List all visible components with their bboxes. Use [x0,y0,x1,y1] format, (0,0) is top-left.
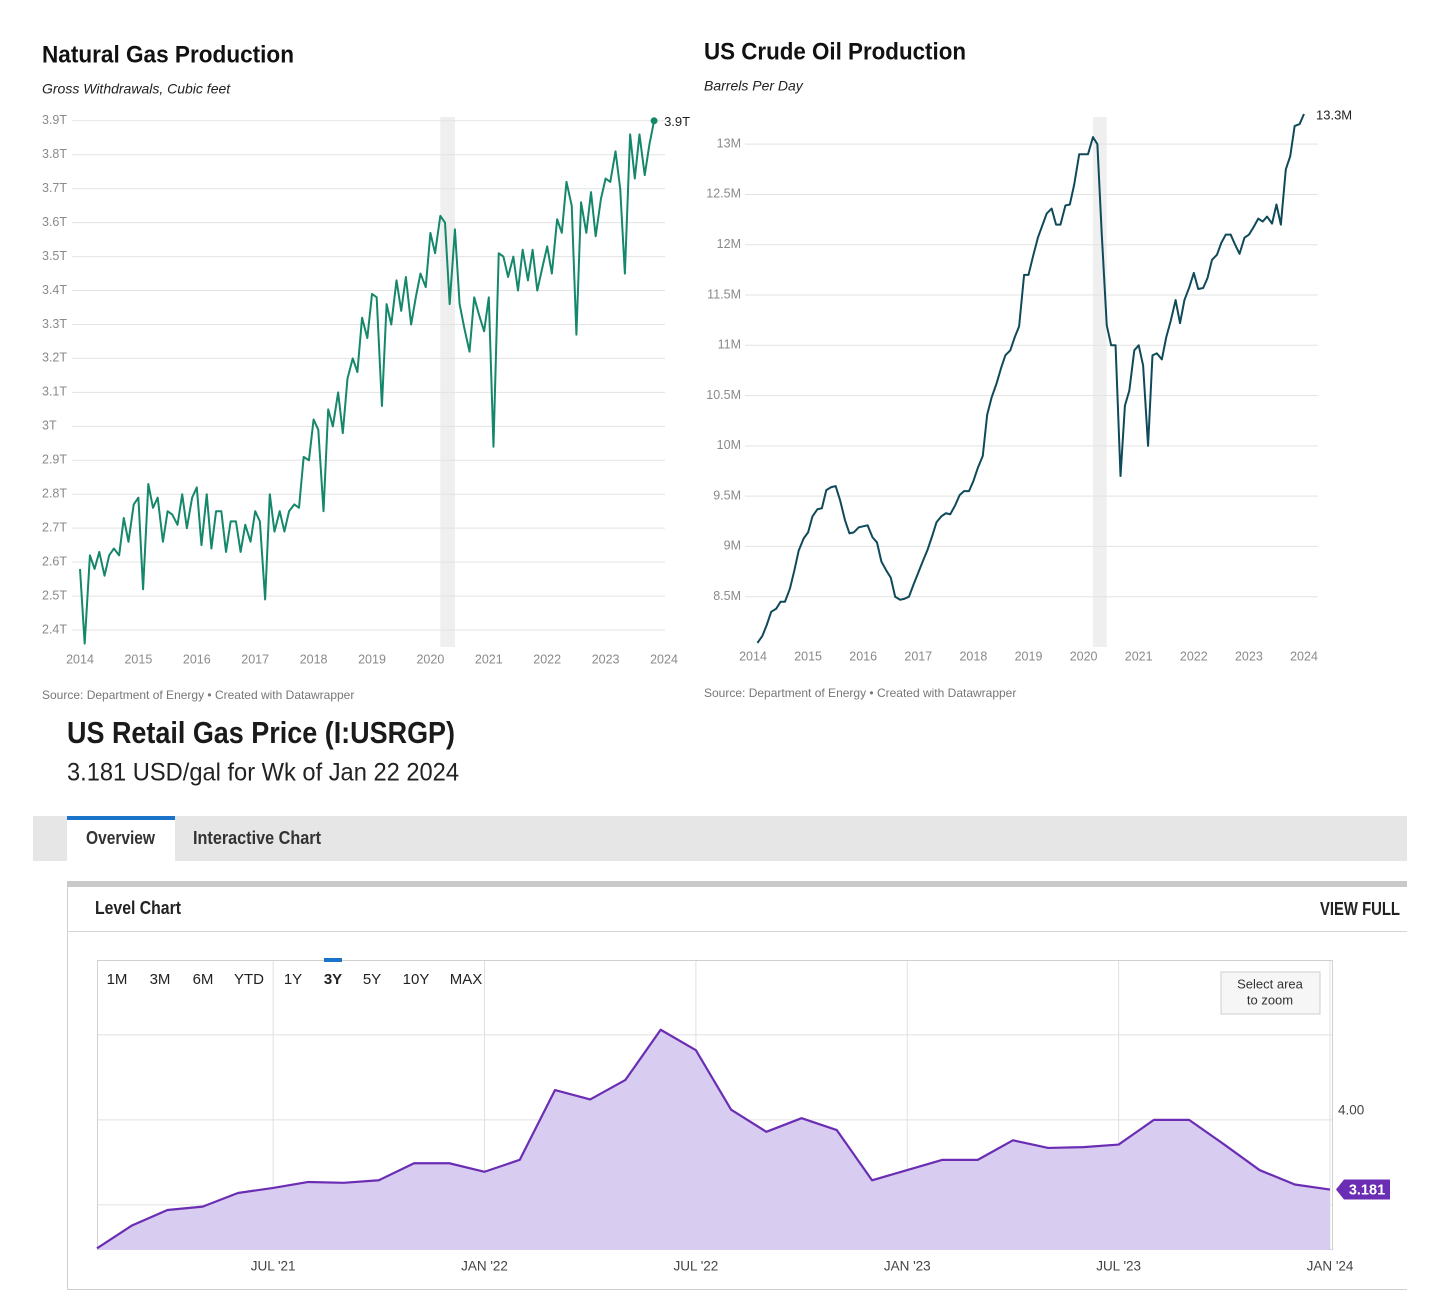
range-button[interactable]: MAX [450,971,483,988]
panel-title: Level Chart [95,898,181,918]
x-tick-label: 2018 [959,649,987,663]
x-tick-label: JAN '23 [884,1259,931,1274]
y-tick-label: 13M [717,136,741,150]
range-button[interactable]: 10Y [403,971,430,988]
x-tick-label: 2015 [794,649,822,663]
tab[interactable]: Interactive Chart [193,828,321,848]
chart-title: Natural Gas Production [42,41,294,68]
data-line [96,1028,1331,1250]
x-tick-label: 2021 [475,652,503,666]
y-tick-label: 9M [724,539,741,553]
panel-top-bar [67,881,1407,887]
last-point [650,117,658,125]
y-tick-label: 8.5M [713,589,741,603]
page-subtitle: 3.181 USD/gal for Wk of Jan 22 2024 [67,759,459,787]
x-tick-label: 2017 [904,649,932,663]
x-tick-label: JUL '21 [251,1259,296,1274]
y-tick-label: 3.3T [42,317,67,331]
page-title: US Retail Gas Price (I:USRGP) [67,715,455,750]
range-button[interactable]: 1M [107,971,128,988]
y-tick-label: 3.5T [42,249,67,263]
y-tick-label: 3.1T [42,385,67,399]
y-tick-label: 2.8T [42,487,67,501]
x-tick-label: 2016 [849,649,877,663]
last-value-label: 3.9T [664,114,690,129]
y-tick-label: 2.5T [42,588,67,602]
x-tick-label: 2021 [1125,649,1153,663]
plots: 2.4T 2.5T 2.6T 2.7T 2.8T 2.9T 3T 3.1T 3.2T 3.3T 3.… [42,107,1390,1274]
x-tick-label: 2015 [124,652,152,666]
x-tick-label: 2016 [183,652,211,666]
range-active-bar [324,958,342,962]
data-line [79,120,656,645]
zoom-hint: to zoom [1247,992,1293,1007]
x-tick-label: 2024 [1290,649,1318,663]
x-tick-label: JUL '23 [1096,1259,1141,1274]
range-button[interactable]: 3M [150,971,171,988]
range-button[interactable]: YTD [234,971,264,988]
y-tick-label: 2.4T [42,622,67,636]
tab-active-bg[interactable] [67,816,175,861]
area-fill [97,1029,1330,1250]
x-tick-label: JAN '24 [1307,1259,1354,1274]
last-value-label: 3.181 [1349,1182,1385,1198]
last-value-tag [1336,1179,1390,1200]
zoom-hint-box [1220,971,1321,1015]
y-tick-label: 3.8T [42,147,67,161]
range-button[interactable]: 1Y [284,971,302,988]
x-tick-label: 2020 [1070,649,1098,663]
y-tick-label: 3T [42,419,57,433]
x-tick-label: JAN '22 [461,1259,508,1274]
data-line [756,113,1305,644]
x-tick-label: JUL '22 [673,1259,718,1274]
range-button[interactable]: 6M [193,971,214,988]
x-tick-label: 2019 [358,652,386,666]
x-tick-label: 2022 [533,652,561,666]
last-value-label: 13.3M [1316,107,1352,122]
chart-title: US Crude Oil Production [704,38,966,65]
x-tick-label: 2022 [1180,649,1208,663]
y-tick-label: 3.9T [42,113,67,127]
y-tick-label: 10M [717,438,741,452]
chart-source: Source: Department of Energy • Created w… [704,686,1016,700]
range-button[interactable]: 5Y [363,971,381,988]
y-tick-label: 12.5M [706,187,741,201]
chart-source: Source: Department of Energy • Created w… [42,688,354,702]
tab[interactable]: Overview [86,828,156,848]
y-tick-label: 3.7T [42,181,67,195]
y-tick-label: 2.7T [42,520,67,534]
chart-subtitle: Barrels Per Day [704,78,804,94]
y-tick-label: 12M [717,237,741,251]
recession-band [440,117,455,647]
zoom-hint: Select area [1237,976,1304,991]
x-tick-label: 2023 [1235,649,1263,663]
tab-bar [33,816,1407,861]
x-tick-label: 2019 [1015,649,1043,663]
tab-active-bar [67,816,175,820]
y-tick-label: 3.2T [42,351,67,365]
chart-subtitle: Gross Withdrawals, Cubic feet [42,81,231,97]
y-tick-label: 2.6T [42,554,67,568]
y-tick-label: 3.6T [42,215,67,229]
x-tick-label: 2018 [300,652,328,666]
x-tick-label: 2014 [739,649,767,663]
y-tick-label: 9.5M [713,488,741,502]
y-tick-label: 10.5M [706,388,741,402]
x-tick-label: 2023 [592,652,620,666]
y-tick-label: 4.00 [1338,1102,1364,1117]
x-tick-label: 2020 [416,652,444,666]
y-tick-label: 11M [718,338,741,352]
range-button[interactable]: 3Y [324,971,342,988]
x-tick-label: 2014 [66,652,94,666]
y-tick-label: 11.5M [707,287,741,301]
view-full-link[interactable]: VIEW FULL [1320,899,1400,919]
x-tick-label: 2017 [241,652,269,666]
y-tick-label: 2.9T [42,453,67,467]
x-tick-label: 2024 [650,652,678,666]
y-tick-label: 3.4T [42,283,67,297]
